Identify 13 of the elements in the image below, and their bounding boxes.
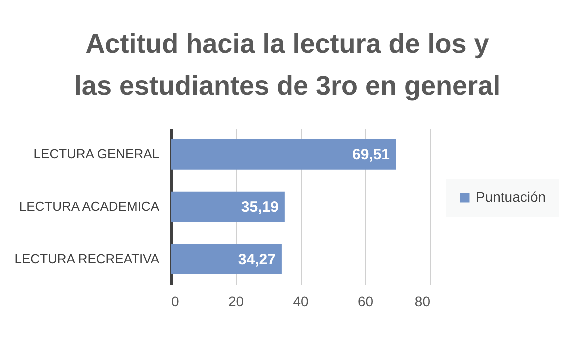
- x-tick-label: 0: [172, 294, 180, 310]
- legend-label: Puntuación: [476, 189, 546, 205]
- x-tick-label: 20: [228, 294, 244, 310]
- x-tick-label: 40: [293, 294, 309, 310]
- data-label: 35,19: [241, 199, 279, 216]
- x-tick-label: 80: [414, 294, 431, 310]
- y-tick-label: LECTURA GENERAL: [34, 146, 160, 162]
- data-label: 69,51: [352, 146, 390, 164]
- y-tick-label: LECTURA ACADEMICA: [19, 199, 160, 214]
- chart-title: Actitud hacia la lectura de los y las estudiantes de 3ro en general: [74, 29, 501, 101]
- x-tick-label: 60: [358, 294, 374, 310]
- y-tick-label: LECTURA RECREATIVA: [14, 251, 160, 266]
- data-label: 34,27: [238, 251, 276, 268]
